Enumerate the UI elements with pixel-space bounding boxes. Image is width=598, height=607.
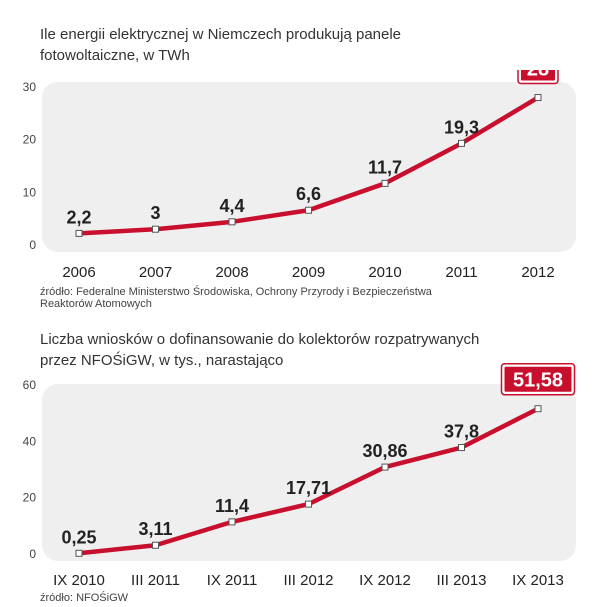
chart-2-xtick-label: III 2013 [436,572,486,589]
chart-1-highlight-frame [517,70,559,85]
chart-2-ytick-label: 60 [23,378,37,392]
chart-1-point-marker [381,179,389,187]
chart-1-plot: 0 10 20 30 2006 2007 2008 2009 2010 2011 2012 2,2 3 4… [23,70,576,281]
chart-1-highlight-box [519,70,557,83]
chart-1-xtick-label: 2010 [368,264,401,281]
chart-2-title: Liczba wniosków o dofinansowanie do kole… [40,329,479,371]
chart-1-point-marker [152,225,159,233]
chart-2-title-line-1: Liczba wniosków o dofinansowanie do kole… [40,331,480,348]
chart-2-xtick-label: IX 2011 [207,572,258,589]
chart-2-point-marker [228,518,236,526]
chart-1-xtick-label: 2006 [62,264,95,281]
chart-2-ytick-label: 20 [23,491,37,505]
chart-1-point-marker [228,218,236,226]
chart-2-xtick-label: IX 2010 [53,572,105,589]
chart-2-data-label: 51,58 [513,370,563,392]
chart-1-xtick-label: 2009 [292,264,325,281]
chart-2-ytick-label: 0 [29,547,36,561]
chart-1-xtick-label: 2008 [215,264,248,281]
chart-2-panel [42,384,576,561]
chart-2-point-marker [305,500,312,508]
chart-1-point-marker [75,229,83,237]
chart-2-xtick-label: III 2012 [283,572,333,589]
chart-1-data-label: 28 [527,70,549,81]
chart-1-ytick-label: 30 [23,80,37,94]
chart-1-xtick-label: 2012 [521,264,554,281]
chart-1-data-label: 19,3 [444,117,479,137]
chart-1-data-label: 3 [150,203,160,223]
chart-1-ytick-label: 10 [23,185,37,199]
chart-2-xtick-label: IX 2012 [359,572,411,589]
chart-2-data-label: 0,25 [61,527,96,547]
chart-2-highlight-box [502,364,574,394]
chart-2-data-label: 3,11 [138,519,172,539]
chart-2-point-marker [152,541,159,549]
chart-2-data-label: 37,8 [444,422,479,442]
chart-2-xtick-label: III 2011 [131,572,180,589]
chart-1-title-line-2: fotowoltaiczne, w TWh [40,47,190,64]
chart-1-xtick-label: 2011 [445,264,477,281]
chart-2-ytick-label: 40 [23,434,37,448]
chart-1-data-label: 2,2 [66,207,91,227]
chart-2-plot: 0 20 40 60 IX 2010 III 2011 IX 2011 III 2012 IX … [23,362,576,589]
chart-1-data-label: 11,7 [368,157,402,177]
chart-1-source-line-1: źródło: Federalne Ministerstwo Środowisk… [40,286,432,298]
chart-2-point-marker [381,463,389,471]
chart-1-ytick-label: 20 [23,133,37,147]
chart-1-point-marker [305,206,312,214]
chart-1-xtick-label: 2007 [139,264,172,281]
chart-1-panel [42,82,576,252]
chart-1-ytick-label: 0 [29,238,36,252]
chart-1-point-marker [534,94,542,102]
chart-2-title-line-2: przez NFOŚiGW, w tys., narastająco [40,352,284,369]
chart-1: Ile energii elektrycznej w Niemczech pro… [23,24,576,310]
chart-2-highlight-frame [500,362,576,396]
chart-2-data-label: 17,71 [286,478,331,498]
chart-2-source: źródło: NFOŚiGW [40,592,128,604]
chart-2-point-marker [534,405,542,413]
chart-2-data-label: 11,4 [215,496,249,516]
chart-2-source-line-1: źródło: NFOŚiGW [40,592,129,604]
chart-1-data-label: 6,6 [296,184,321,204]
chart-2: Liczba wniosków o dofinansowanie do kole… [0,320,598,607]
chart-1-data-label: 4,4 [219,196,244,216]
chart-2-point-marker [458,444,465,452]
chart-1-point-marker [458,139,465,147]
chart-1-source-line-2: Reaktorów Atomowych [40,298,152,310]
chart-1-source: źródło: Federalne Ministerstwo Środowisk… [40,286,432,310]
chart-2-data-label: 30,86 [362,441,407,461]
chart-2-xtick-label: IX 2013 [512,572,564,589]
chart-1-title: Ile energii elektrycznej w Niemczech pro… [40,24,401,66]
chart-2-point-marker [75,549,83,557]
chart-1-title-line-1: Ile energii elektrycznej w Niemczech pro… [40,26,402,43]
